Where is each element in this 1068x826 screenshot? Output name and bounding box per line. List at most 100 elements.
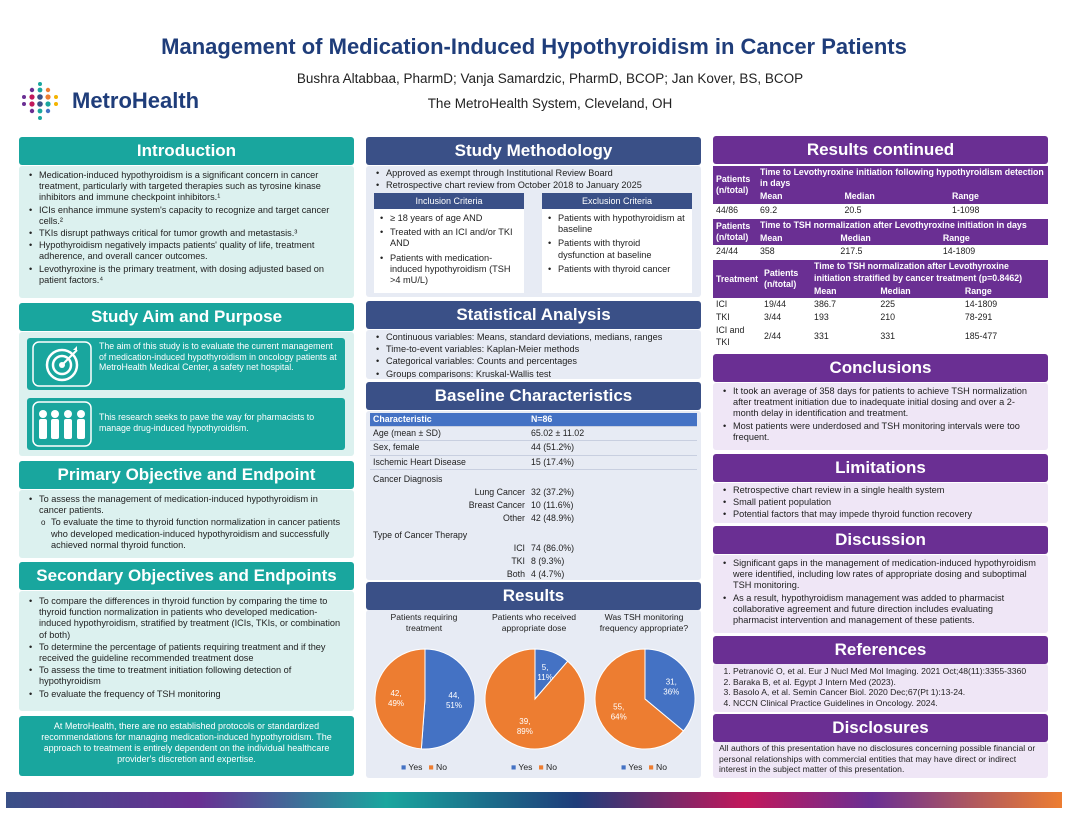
- baseline-table: Characteristic N=86 Age (mean ± SD) 65.02…: [370, 413, 697, 581]
- column-header: Range: [949, 190, 1048, 204]
- pie-slice-yes: [644, 648, 696, 732]
- row-value: 8 (9.3%): [531, 556, 565, 567]
- conclusions-list: It took an average of 358 days for patie…: [721, 386, 1040, 443]
- row-value: 10 (11.6%): [531, 500, 574, 511]
- limitations-heading: Limitations: [713, 454, 1048, 482]
- pie-data-label: 89%: [517, 727, 533, 736]
- pie-legend: ■ Yes ■ No: [484, 762, 584, 773]
- secondary-heading: Secondary Objectives and Endpoints: [19, 562, 354, 590]
- table-row: Ischemic Heart Disease 15 (17.4%): [370, 455, 697, 470]
- logo-text: MetroHealth: [72, 88, 200, 113]
- baseline-col2: N=86: [528, 413, 697, 428]
- column-header: Range: [939, 232, 1048, 246]
- pie-data-label: 36%: [663, 688, 679, 697]
- table-cell: 2/44: [764, 331, 782, 342]
- introduction-section: Medication-induced hypothyroidism is a s…: [19, 166, 354, 298]
- references-heading: References: [713, 636, 1048, 664]
- conclusions-section: It took an average of 358 days for patie…: [713, 383, 1048, 450]
- introduction-bullet: Medication-induced hypothyroidism is a s…: [27, 170, 346, 204]
- legend-yes: ■ Yes: [401, 762, 422, 772]
- pie-title: Was TSH monitoring frequency appropriate…: [599, 612, 689, 633]
- conclusions-bullet: Most patients were underdosed and TSH mo…: [721, 421, 1040, 443]
- reference-item: NCCN Clinical Practice Guidelines in Onc…: [733, 698, 1042, 709]
- pie-slice-no: [484, 648, 586, 750]
- secondary-section: To compare the differences in thyroid fu…: [19, 591, 354, 711]
- introduction-heading: Introduction: [19, 137, 354, 165]
- row-label: Lung Cancer: [474, 487, 525, 498]
- results-section: Patients requiring treatment 44, 51% 42, 49%…: [366, 610, 701, 778]
- column-header: Mean: [811, 284, 878, 299]
- legend-label: Yes: [628, 762, 643, 772]
- pie-data-label: 5,: [542, 663, 549, 672]
- statistical-heading: Statistical Analysis: [366, 301, 701, 329]
- t3-patients-header: Patients (n/total): [761, 260, 812, 299]
- legend-swatch: ■: [620, 762, 629, 772]
- legend-label: Yes: [408, 762, 423, 772]
- row-value: 15 (17.4%): [528, 455, 697, 470]
- pie-slice-yes: [420, 648, 476, 750]
- table-cell: 217.5: [840, 246, 863, 257]
- ther-label: Type of Cancer Therapy: [373, 529, 468, 540]
- row-label: Both: [506, 569, 525, 580]
- t3-treatment-header: Treatment: [713, 260, 762, 299]
- aim-text-1: The aim of this study is to evaluate the…: [99, 341, 337, 372]
- row-value: 4 (4.7%): [531, 569, 565, 580]
- metrohealth-logo: MetroHealth: [18, 78, 248, 124]
- tsh-normalization-table: Patients (n/total) Time to TSH normaliza…: [713, 218, 1048, 259]
- row-label: ICI: [513, 542, 525, 553]
- secondary-bullet: To determine the percentage of patients …: [27, 642, 346, 664]
- column-header: Median: [877, 284, 962, 299]
- t1-patients-header: Patients (n/total): [713, 166, 757, 204]
- pie-slice-no: [594, 648, 685, 750]
- legend-label: No: [436, 762, 448, 772]
- statistical-bullet: Groups comparisons: Kruskal-Wallis test: [374, 369, 693, 380]
- table-cell: 69.2: [760, 204, 778, 215]
- pie-title: Patients who received appropriate dose: [491, 612, 577, 633]
- pie-chart: 5,11% 39,89%: [484, 648, 586, 750]
- conclusions-bullet: It took an average of 358 days for patie…: [721, 386, 1040, 420]
- aim-card-2: This research seeks to pave the way for …: [27, 398, 345, 450]
- pie-legend: ■ Yes ■ No: [594, 762, 694, 773]
- references-section: Petranović O, et al. Eur J Nucl Med Mol …: [713, 664, 1048, 712]
- pie-data-label: 31,: [666, 678, 677, 687]
- legend-swatch: ■: [510, 762, 519, 772]
- pie-data-label: 64%: [611, 712, 627, 721]
- row-value: 44 (51.2%): [528, 440, 697, 456]
- table-row: Sex, female 44 (51.2%): [370, 440, 697, 456]
- discussion-bullet: Significant gaps in the management of me…: [721, 558, 1040, 592]
- table-cell: 14-1809: [964, 299, 998, 310]
- legend-yes: ■ Yes: [621, 762, 642, 772]
- primary-bullet: To assess the management of medication-i…: [27, 494, 346, 516]
- discussion-heading: Discussion: [713, 526, 1048, 554]
- row-value: 74 (86.0%): [531, 542, 575, 553]
- row-label: Breast Cancer: [468, 500, 525, 511]
- results-heading: Results: [366, 582, 701, 610]
- statistical-bullet: Time-to-event variables: Kaplan-Meier me…: [374, 344, 693, 355]
- aim-section: The aim of this study is to evaluate the…: [19, 332, 354, 456]
- table-row: Age (mean ± SD) 65.02 ± 11.02: [370, 426, 697, 442]
- pie-slice-no: [374, 648, 426, 750]
- introduction-list: Medication-induced hypothyroidism is a s…: [27, 170, 346, 286]
- table-cell: TKI: [716, 312, 730, 323]
- row-value: 32 (37.2%): [531, 487, 575, 498]
- tsh-stratified-table: Treatment Patients (n/total) Time to TSH…: [713, 260, 1048, 348]
- table-row: Both 4 (4.7%): [370, 568, 697, 581]
- column-header: Range: [961, 284, 1048, 299]
- row-value: 42 (48.9%): [531, 513, 575, 524]
- baseline-section: Characteristic N=86 Age (mean ± SD) 65.02…: [366, 411, 701, 580]
- exclusion-item: Patients with thyroid dysfunction at bas…: [546, 238, 688, 260]
- t2-title: Time to TSH normalization after Levothyr…: [757, 218, 1048, 233]
- table-cell: 44/86: [716, 204, 739, 215]
- limitations-bullet: Small patient population: [721, 497, 1040, 508]
- table-cell: 210: [880, 312, 896, 323]
- pie-data-label: 44,: [448, 691, 459, 700]
- limitations-section: Retrospective chart review in a single h…: [713, 483, 1048, 523]
- pie-data-label: 11%: [537, 673, 552, 682]
- row-label: Sex, female: [370, 440, 528, 456]
- exclusion-heading: Exclusion Criteria: [542, 193, 692, 209]
- limitations-bullet: Potential factors that may impede thyroi…: [721, 509, 1040, 520]
- results-continued-section: Patients (n/total) Time to Levothyroxine…: [713, 166, 1048, 350]
- inclusion-item: ≥ 18 years of age AND: [378, 213, 520, 224]
- authors: Bushra Altabbaa, PharmD; Vanja Samardzic…: [296, 71, 804, 86]
- pie-data-label: 51%: [446, 701, 462, 710]
